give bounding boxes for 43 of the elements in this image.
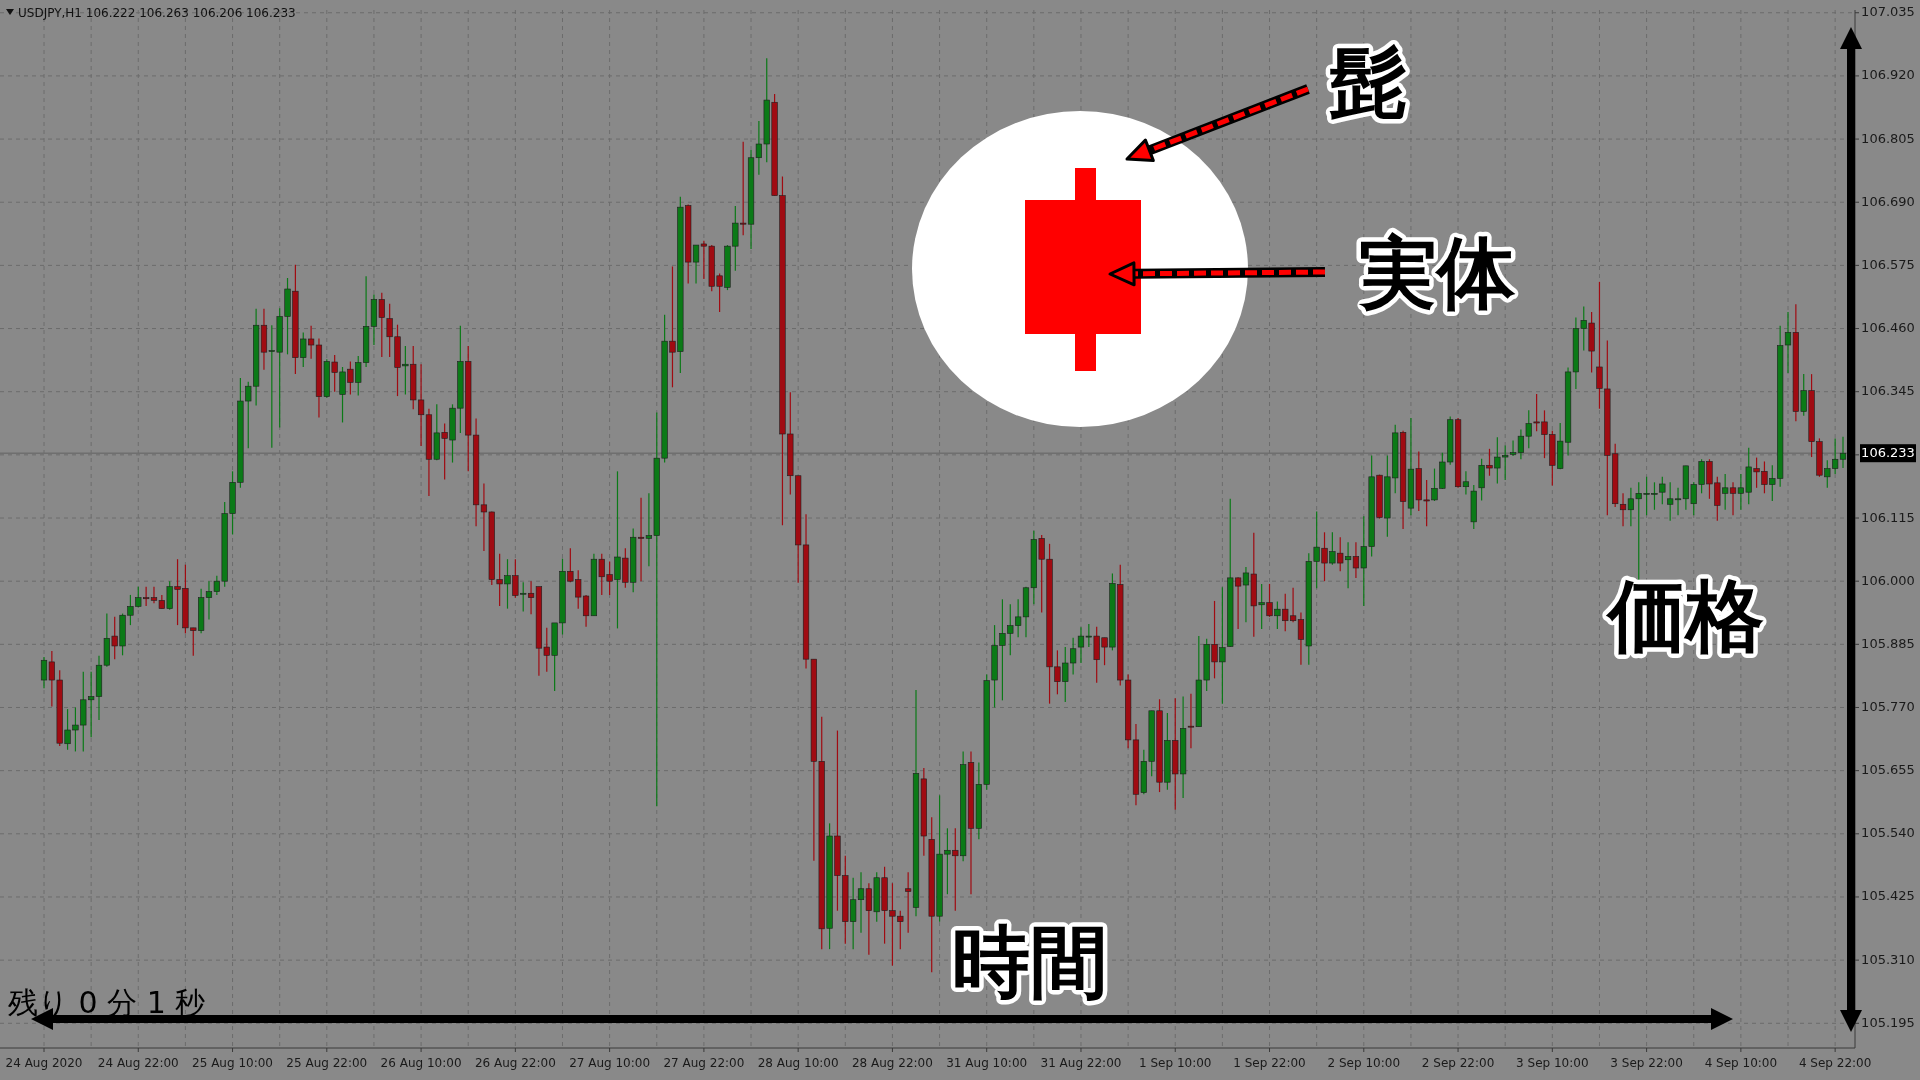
x-tick-label: 1 Sep 10:00	[1139, 1055, 1212, 1070]
x-tick-label: 27 Aug 22:00	[663, 1055, 745, 1070]
x-tick-label: 27 Aug 10:00	[569, 1055, 651, 1070]
x-tick-label: 2 Sep 10:00	[1327, 1055, 1401, 1070]
y-tick-label: 107.035	[1861, 4, 1915, 20]
y-tick-label: 105.770	[1861, 698, 1915, 714]
annotation: 髭	[1329, 37, 1408, 128]
x-tick-label: 25 Aug 22:00	[286, 1055, 368, 1070]
x-tick-label: 31 Aug 10:00	[946, 1055, 1028, 1070]
y-tick-label: 105.425	[1861, 888, 1915, 904]
y-tick-label: 106.690	[1861, 193, 1915, 209]
x-tick-label: 4 Sep 10:00	[1704, 1055, 1778, 1070]
annotation: 時間	[952, 917, 1108, 1008]
y-tick-label: 105.655	[1861, 762, 1915, 778]
x-tick-label: 4 Sep 22:00	[1798, 1055, 1872, 1070]
x-tick-label: 31 Aug 22:00	[1040, 1055, 1122, 1070]
x-tick-label: 26 Aug 22:00	[474, 1055, 556, 1070]
x-tick-label: 3 Sep 22:00	[1610, 1055, 1683, 1070]
x-tick-label: 28 Aug 22:00	[851, 1055, 933, 1070]
x-tick-label: 28 Aug 10:00	[757, 1055, 839, 1070]
x-tick-label: 24 Aug 22:00	[97, 1055, 179, 1070]
y-tick-label: 105.885	[1861, 635, 1915, 651]
y-tick-label: 106.805	[1861, 130, 1915, 146]
y-tick-label: 105.195	[1861, 1014, 1915, 1030]
y-tick-label: 106.345	[1861, 383, 1915, 399]
y-tick-label: 106.460	[1861, 320, 1915, 336]
x-tick-label: 26 Aug 10:00	[380, 1055, 462, 1070]
y-tick-label: 106.000	[1861, 572, 1915, 588]
x-tick-label: 3 Sep 10:00	[1516, 1055, 1589, 1070]
y-tick-label: 105.540	[1861, 825, 1915, 841]
x-tick-label: 24 Aug 2020	[5, 1055, 83, 1070]
chart-title: USDJPY,H1 106.222 106.263 106.206 106.233	[18, 5, 296, 20]
x-tick-label: 25 Aug 10:00	[192, 1055, 273, 1070]
annotation: 価格	[1605, 571, 1764, 662]
y-tick-label: 106.115	[1861, 509, 1915, 525]
candlestick	[1659, 476, 1666, 505]
y-tick-label: 106.920	[1861, 67, 1915, 83]
y-tick-label: 105.310	[1861, 951, 1915, 967]
y-tick-label: 106.575	[1861, 256, 1915, 272]
x-tick-label: 2 Sep 22:00	[1421, 1055, 1495, 1070]
annotation: 実体	[1358, 228, 1516, 319]
ref-line-label: 106.233	[1861, 444, 1915, 460]
x-tick-label: 1 Sep 22:00	[1233, 1055, 1306, 1070]
